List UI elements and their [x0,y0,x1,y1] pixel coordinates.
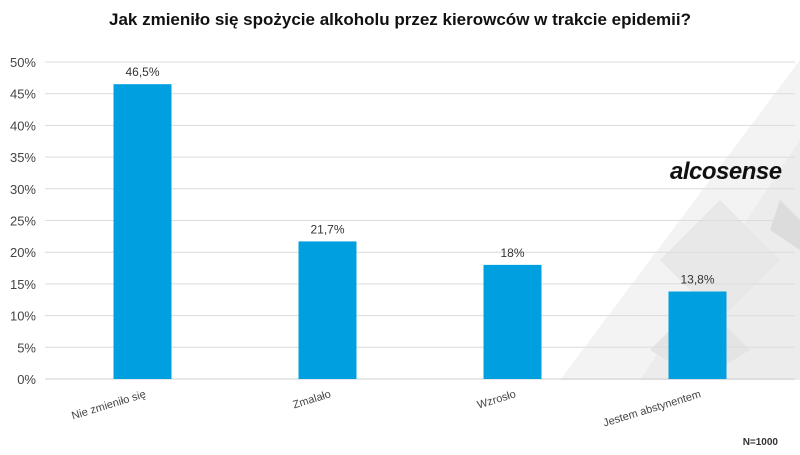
y-tick-label: 35% [10,150,36,165]
chart-title: Jak zmieniło się spożycie alkoholu przez… [109,10,691,29]
y-tick-label: 45% [10,87,36,102]
bar [298,241,357,379]
x-tick-label: Nie zmieniło się [70,388,147,422]
bars: 46,5% 21,7% 18% 13,8% [113,65,727,379]
y-tick-label: 20% [10,245,36,260]
x-tick-label: Jestem abstynentem [602,388,703,429]
brand-logo: alcosense [670,158,782,185]
bar [668,291,727,379]
y-tick-label: 10% [10,309,36,324]
y-tick-label: 15% [10,277,36,292]
data-label: 13,8% [680,273,714,287]
y-tick-label: 0% [17,372,36,387]
y-tick-label: 50% [10,55,36,70]
data-label: 46,5% [125,65,159,79]
y-tick-label: 40% [10,118,36,133]
y-tick-label: 30% [10,182,36,197]
bar [113,84,172,379]
bar [483,264,542,379]
x-tick-label: Zmalało [291,388,332,411]
y-tick-label: 25% [10,214,36,229]
data-label: 21,7% [310,222,344,236]
y-tick-label: 5% [17,340,36,355]
x-axis: Nie zmieniło się Zmalało Wzrosło Jestem abs… [70,388,702,429]
x-tick-label: Wzrosło [476,388,518,411]
sample-size-note: N=1000 [742,437,778,448]
data-label: 18% [500,246,524,260]
y-axis: 0% 5% 10% 15% 20% 25% 30% 35% 40% 45% 50% [10,55,36,387]
